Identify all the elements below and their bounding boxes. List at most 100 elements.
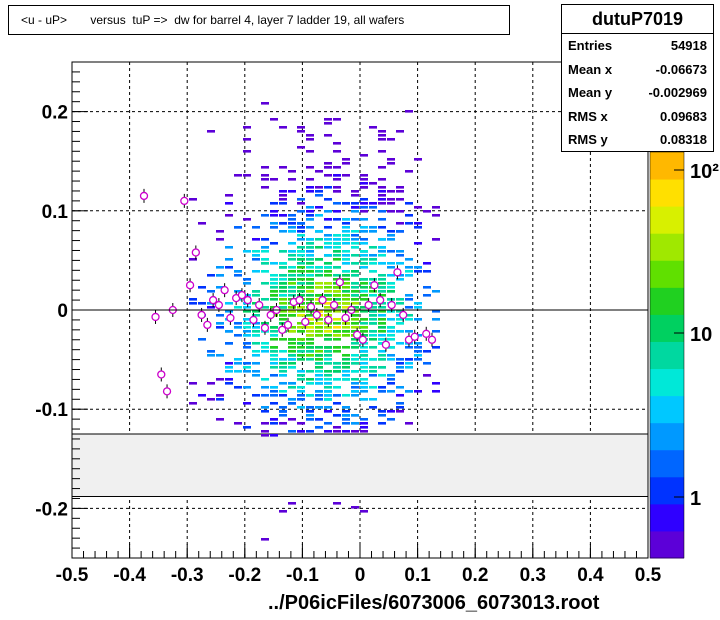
density-cell (270, 210, 278, 213)
density-cell (342, 334, 350, 337)
density-cell (297, 310, 305, 313)
y-tick-label: 0.1 (42, 202, 69, 223)
density-cell (243, 318, 251, 321)
density-cell (306, 262, 314, 265)
density-cell (306, 150, 314, 153)
density-cell (306, 310, 314, 313)
density-cell (288, 314, 296, 317)
profile-point (237, 290, 247, 300)
density-cell (306, 178, 314, 181)
density-cell (288, 326, 296, 329)
density-cell (360, 206, 368, 209)
density-cell (297, 350, 305, 353)
density-cell (324, 298, 332, 301)
density-cell (288, 398, 296, 401)
density-cell (225, 342, 233, 345)
density-cell (270, 350, 278, 353)
density-cell (270, 386, 278, 389)
density-cell (324, 358, 332, 361)
density-cell (261, 214, 269, 217)
density-cell (360, 390, 368, 393)
density-cell (351, 234, 359, 237)
density-cell (243, 370, 251, 373)
profile-point (422, 329, 431, 338)
density-cell (342, 238, 350, 241)
density-cell (342, 298, 350, 301)
density-cell (207, 354, 215, 357)
density-cell (360, 262, 368, 265)
density-cell (351, 506, 359, 509)
density-cell (333, 350, 341, 353)
density-cell (315, 370, 323, 373)
density-cell (333, 290, 341, 293)
density-cell (432, 310, 440, 313)
density-cell (279, 406, 287, 409)
density-cell (351, 206, 359, 209)
density-cell (270, 242, 278, 245)
density-cell (351, 306, 359, 309)
density-cell (216, 322, 224, 325)
density-cell (351, 194, 359, 197)
density-cell (396, 370, 404, 373)
density-cell (225, 202, 233, 205)
density-cell (315, 358, 323, 361)
density-cell (414, 222, 422, 225)
density-cell (207, 398, 215, 401)
density-cell (360, 298, 368, 301)
density-cell (198, 338, 206, 341)
density-cell (414, 158, 422, 161)
density-cell (306, 378, 314, 381)
profile-point (157, 370, 166, 379)
density-cell (279, 322, 287, 325)
density-cell (333, 210, 341, 213)
colorbar-step (650, 341, 684, 370)
density-cell (297, 222, 305, 225)
density-cell (243, 342, 251, 345)
density-cell (360, 510, 368, 513)
density-cell (324, 334, 332, 337)
density-cell (225, 382, 233, 385)
density-cell (351, 394, 359, 397)
density-cell (351, 254, 359, 257)
density-cell (288, 354, 296, 357)
density-cell (378, 306, 386, 309)
density-cell (387, 298, 395, 301)
density-cell (315, 186, 323, 189)
density-cell (396, 394, 404, 397)
density-cell (234, 306, 242, 309)
density-cell (324, 338, 332, 341)
chart-title: <u - uP> versus tuP => dw for barrel 4, … (8, 5, 510, 35)
density-cell (342, 346, 350, 349)
density-cell (324, 262, 332, 265)
x-axis-label: ../P06icFiles/6073006_6073013.root (268, 592, 600, 614)
density-cell (216, 326, 224, 329)
density-cell (432, 382, 440, 385)
density-cell (324, 210, 332, 213)
density-cell (315, 346, 323, 349)
density-cell (360, 154, 368, 157)
density-cell (333, 234, 341, 237)
density-cell (414, 342, 422, 345)
density-cell (306, 258, 314, 261)
density-cell (225, 362, 233, 365)
density-cell (387, 334, 395, 337)
density-cell (279, 362, 287, 365)
stat-key: Mean x (568, 61, 613, 77)
density-cell (315, 354, 323, 357)
density-cell (279, 278, 287, 281)
density-cell (315, 302, 323, 305)
density-cell (297, 306, 305, 309)
density-cell (324, 406, 332, 409)
density-cell (396, 278, 404, 281)
density-cell (234, 290, 242, 293)
density-cell (324, 394, 332, 397)
density-cell (288, 226, 296, 229)
density-cell (261, 298, 269, 301)
density-cell (333, 330, 341, 333)
density-cell (360, 250, 368, 253)
profile-point (364, 300, 373, 310)
density-cell (270, 274, 278, 277)
density-cell (306, 166, 314, 169)
density-cell (378, 286, 386, 289)
density-cell (243, 334, 251, 337)
